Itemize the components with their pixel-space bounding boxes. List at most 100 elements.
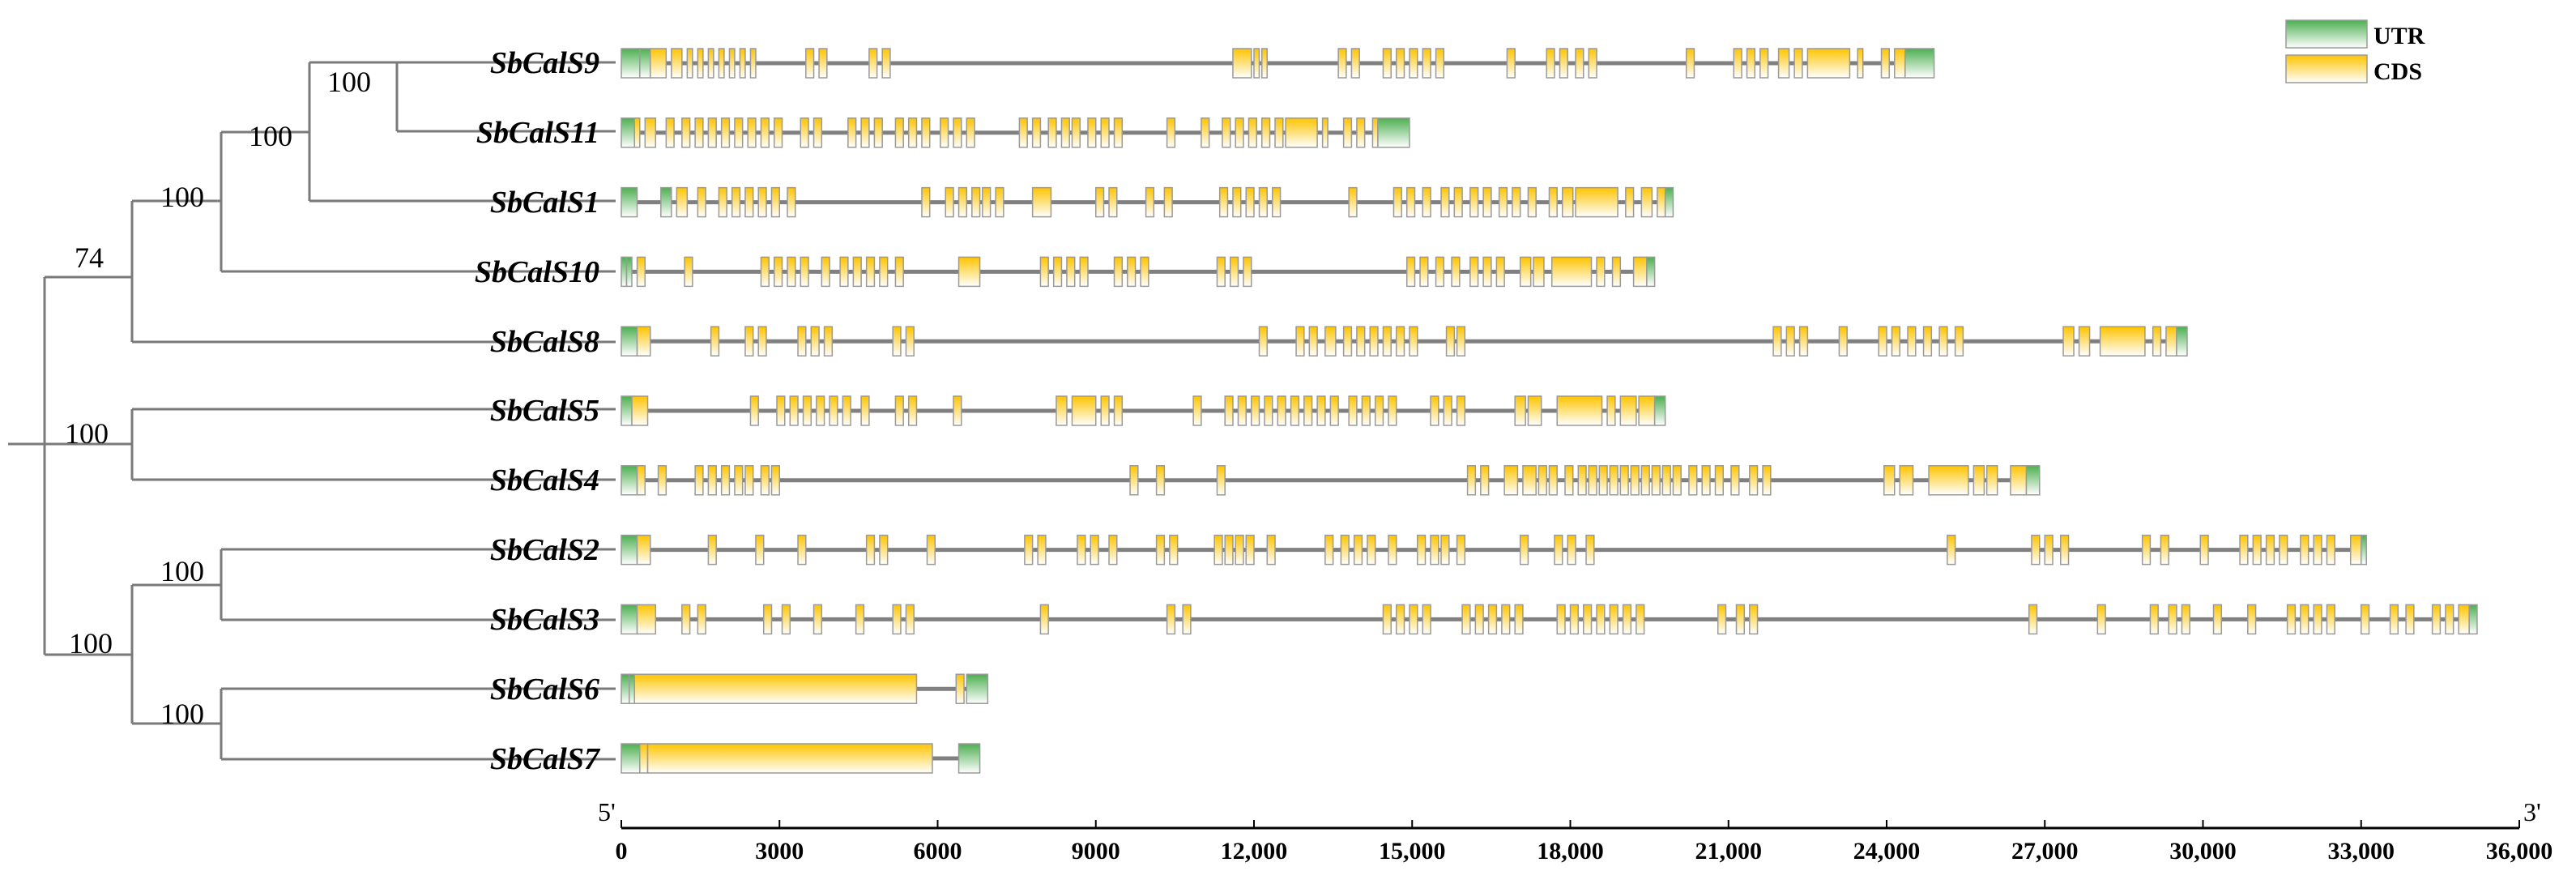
cds-block (1714, 465, 1724, 496)
cds-block (1100, 395, 1110, 426)
cds-block (734, 465, 744, 496)
cds-block (1482, 256, 1492, 288)
cds-block (1880, 48, 1891, 79)
cds-block (1216, 256, 1226, 288)
cds-block (852, 256, 862, 288)
cds-block (1295, 326, 1305, 357)
gene-label-sbcals6: SbCalS6 (490, 672, 599, 707)
cds-block (2361, 604, 2370, 635)
cds-block (953, 395, 962, 426)
cds-block (1456, 326, 1466, 357)
axis-tick-label: 3000 (755, 838, 804, 865)
cds-block (1182, 604, 1192, 635)
cds-block (2286, 604, 2297, 635)
cds-block (894, 117, 904, 148)
cds-block (892, 326, 902, 357)
cds-block (1619, 395, 1637, 426)
cds-block (847, 117, 857, 148)
cds-block (1261, 117, 1271, 148)
cds-block (694, 117, 704, 148)
cds-block (646, 743, 933, 774)
cds-block (1155, 465, 1166, 496)
cds-block (1985, 465, 1998, 496)
cds-block (1685, 48, 1695, 79)
cds-block (1382, 326, 1392, 357)
cds-block (1224, 395, 1234, 426)
cds-block (718, 186, 727, 218)
cds-block (731, 186, 741, 218)
cds-block (681, 604, 691, 635)
cds-block (1746, 48, 1756, 79)
gene-structure-sbcals6 (621, 673, 989, 704)
cds-block (1250, 395, 1260, 426)
cds-block (2252, 534, 2262, 566)
axis-tick-label: 9000 (1072, 838, 1120, 865)
utr-block (621, 256, 628, 288)
axis-tick-label: 0 (616, 838, 628, 865)
utr-block (621, 48, 641, 79)
cds-block (697, 604, 706, 635)
cds-block (1140, 256, 1149, 288)
bootstrap-label: 100 (160, 555, 204, 587)
cds-block (1469, 186, 1479, 218)
utr-block (621, 117, 636, 148)
cds-block (1561, 186, 1574, 218)
cds-block (1108, 534, 1118, 566)
cds-block (957, 256, 981, 288)
cds-block (1430, 534, 1439, 566)
cds-block (1392, 186, 1402, 218)
utr-block (1664, 186, 1674, 218)
cds-block (718, 48, 725, 79)
cds-block (1527, 395, 1542, 426)
cds-block (1451, 256, 1461, 288)
axis-ticks: 0 3000 6000 9000 12,000 15,000 18,000 21,000 24,… (616, 820, 2553, 865)
cds-block (1166, 604, 1176, 635)
cds-block (881, 48, 891, 79)
cds-block (1031, 186, 1052, 218)
cds-block (1353, 534, 1363, 566)
cds-block (1661, 465, 1671, 496)
cds-block (1480, 465, 1490, 496)
utr-block (966, 673, 989, 704)
cds-block (1113, 256, 1124, 288)
cds-block (821, 256, 830, 288)
cds-block (1609, 604, 1619, 635)
cds-block (2199, 534, 2209, 566)
utr-block (625, 256, 633, 288)
cds-block (2044, 534, 2054, 566)
cds-block (1556, 604, 1566, 635)
cds-block (818, 48, 828, 79)
cds-block (1145, 186, 1155, 218)
cds-block (1514, 604, 1524, 635)
cds-block (995, 186, 1004, 218)
cds-block (1229, 256, 1239, 288)
cds-block (760, 465, 770, 496)
cds-block (1657, 186, 1666, 218)
cds-block (773, 117, 783, 148)
cds-block (1247, 117, 1258, 148)
cds-block (1435, 48, 1445, 79)
cds-block (1374, 395, 1384, 426)
axis-tick-label: 21,000 (1695, 838, 1763, 865)
axis-tick-label: 24,000 (1853, 838, 1921, 865)
cds-block (770, 465, 780, 496)
utr-block (1377, 117, 1410, 148)
cds-block (1527, 186, 1537, 218)
gene-structure-sbcals2 (621, 534, 2368, 566)
bootstrap-label: 100 (69, 627, 113, 660)
cds-block (1498, 186, 1508, 218)
cds-block (1224, 534, 1234, 566)
axis-end-label: 3' (2523, 797, 2541, 826)
cds-block (855, 604, 865, 635)
cds-block (1253, 48, 1260, 79)
gene-label-sbcals4: SbCalS4 (490, 463, 599, 497)
cds-block (1730, 465, 1740, 496)
cds-block (2168, 604, 2177, 635)
bootstrap-label: 100 (160, 698, 204, 730)
utr-block (2361, 534, 2368, 566)
cds-block (1321, 117, 1329, 148)
cds-block (1548, 186, 1558, 218)
cds-block (2165, 326, 2177, 357)
cds-block (676, 186, 689, 218)
cds-block (945, 186, 954, 218)
